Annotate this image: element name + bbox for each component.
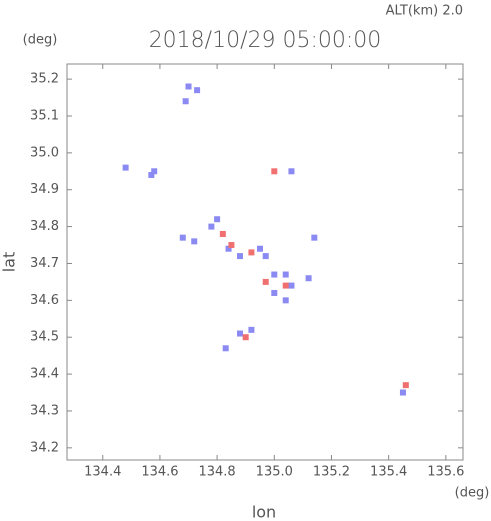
y-tick-label: 35.1 <box>30 108 59 123</box>
echo-point <box>288 168 295 175</box>
x-unit: (deg) <box>455 486 490 501</box>
echo-point <box>122 164 129 171</box>
echo-point <box>151 168 158 175</box>
chart-title: 2018/10/29 05:00:00 <box>149 28 382 53</box>
echo-point <box>191 238 198 245</box>
echo-point <box>242 334 249 341</box>
echo-point <box>288 282 295 289</box>
echo-point <box>182 98 189 105</box>
y-tick-label: 34.9 <box>30 182 59 197</box>
echo-point <box>256 245 263 252</box>
echo-point <box>402 382 409 389</box>
y-tick-label: 34.5 <box>30 330 59 345</box>
echo-point <box>185 83 192 90</box>
echo-point <box>219 230 226 237</box>
echo-point <box>262 278 269 285</box>
echo-point <box>282 271 289 278</box>
echo-point <box>282 297 289 304</box>
echo-point <box>194 87 201 94</box>
echo-point <box>271 289 278 296</box>
echo-point <box>305 275 312 282</box>
echo-point <box>236 253 243 260</box>
x-axis-label: lon <box>252 503 276 521</box>
echo-point <box>236 330 243 337</box>
y-tick-label: 35.0 <box>30 145 59 160</box>
echo-point <box>222 345 229 352</box>
echo-point <box>225 245 232 252</box>
echo-point <box>179 234 186 241</box>
x-tick-label: 135.2 <box>313 465 350 480</box>
x-tick-label: 134.8 <box>198 465 235 480</box>
echo-point <box>262 253 269 260</box>
echo-point <box>148 171 155 178</box>
y-tick-label: 35.2 <box>30 72 59 87</box>
echo-point <box>271 168 278 175</box>
chart-subtitle: ALT(km) 2.0 <box>386 4 463 19</box>
echo-point <box>228 242 235 249</box>
x-tick-label: 135.6 <box>427 465 464 480</box>
x-tick-label: 134.4 <box>84 465 121 480</box>
y-tick-label: 34.4 <box>30 367 59 382</box>
x-tick-label: 135.4 <box>370 465 407 480</box>
y-axis-label: lat <box>0 252 19 273</box>
plot-frame <box>66 63 464 461</box>
echo-point <box>248 249 255 256</box>
y-tick-label: 34.8 <box>30 219 59 234</box>
y-tick-label: 34.7 <box>30 256 59 271</box>
echo-point <box>208 223 215 230</box>
echo-point <box>311 234 318 241</box>
echo-point <box>248 326 255 333</box>
y-tick-label: 34.2 <box>30 440 59 455</box>
y-tick-label: 34.3 <box>30 403 59 418</box>
echo-point <box>214 216 221 223</box>
x-tick-label: 134.6 <box>141 465 178 480</box>
echo-point <box>271 271 278 278</box>
x-tick-label: 135.0 <box>256 465 293 480</box>
echo-point <box>399 389 406 396</box>
echo-point <box>282 282 289 289</box>
y-tick-label: 34.6 <box>30 293 59 308</box>
y-unit: (deg) <box>23 33 58 48</box>
